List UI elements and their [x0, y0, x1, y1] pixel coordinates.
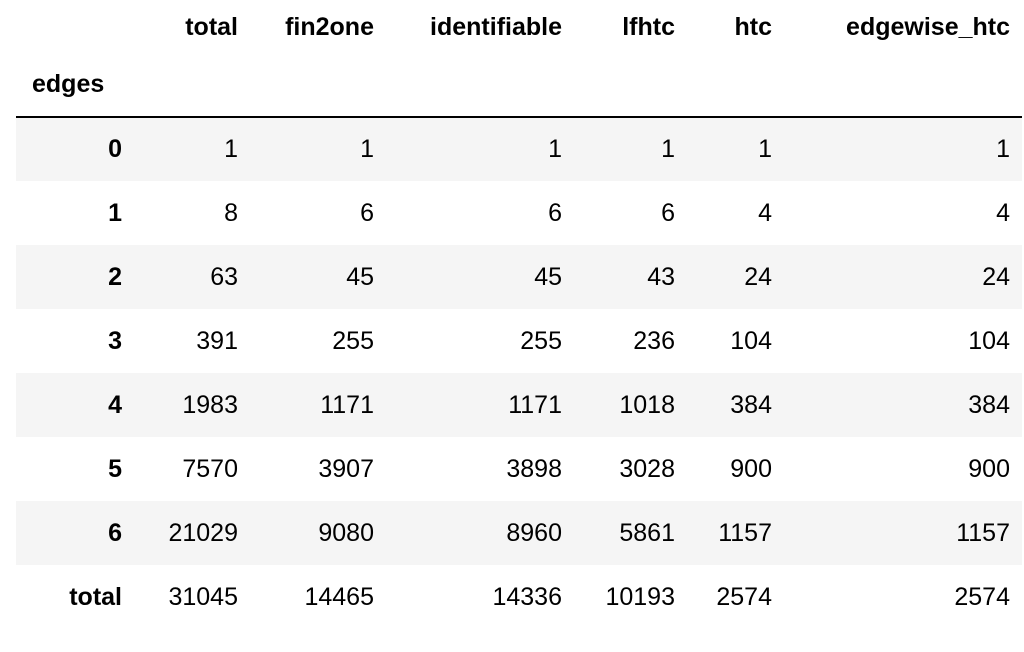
table-cell: 1171: [320, 390, 374, 419]
table-cell: 45: [346, 262, 374, 291]
table-cell: 384: [730, 390, 772, 419]
table-cell: 1: [360, 135, 374, 163]
row-index: 2: [108, 262, 122, 291]
table-cell: 24: [744, 262, 772, 291]
table-cell: 900: [730, 454, 772, 483]
table-cell: 2574: [716, 582, 772, 611]
table-cell: 104: [730, 326, 772, 355]
table-cell: 21029: [168, 518, 238, 547]
table-cell: 6: [548, 198, 562, 227]
column-header: total: [185, 12, 238, 41]
row-index: 1: [108, 198, 122, 227]
data-table: total fin2one identifiable lfhtc htc edg…: [16, 0, 1022, 629]
index-name-label: edges: [16, 52, 134, 118]
table-cell: 43: [647, 262, 675, 291]
table-cell: 1157: [718, 518, 772, 547]
table-cell: 9080: [318, 518, 374, 547]
table-cell: 14465: [304, 582, 374, 611]
table-cell: 391: [196, 326, 238, 355]
table-cell: 384: [968, 390, 1010, 419]
table-cell: 3907: [318, 454, 374, 483]
row-index: 5: [108, 454, 122, 483]
table-cell: 8960: [506, 518, 562, 547]
table-cell: 31045: [168, 582, 238, 611]
table-cell: 6: [360, 198, 374, 227]
table-row: 2 63 45 45 43 24 24: [16, 245, 1022, 309]
table-cell: 63: [210, 262, 238, 291]
table-cell: 10193: [605, 582, 675, 611]
table-cell: 3898: [506, 454, 562, 483]
table-row: 1 8 6 6 6 4 4: [16, 181, 1022, 245]
table-cell: 236: [633, 326, 675, 355]
index-name-row: edges: [16, 52, 1022, 118]
table-row: 6 21029 9080 8960 5861 1157 1157: [16, 501, 1022, 565]
table-cell: 1: [224, 135, 238, 163]
table-cell: 1018: [619, 390, 675, 419]
table-cell: 104: [968, 326, 1010, 355]
column-header-row: total fin2one identifiable lfhtc htc edg…: [16, 0, 1022, 52]
table-cell: 1983: [182, 390, 238, 419]
table-cell: 4: [758, 198, 772, 227]
column-header: identifiable: [430, 12, 562, 41]
table-row: 5 7570 3907 3898 3028 900 900: [16, 437, 1022, 501]
row-index: 3: [108, 326, 122, 355]
table-cell: 1: [758, 135, 772, 163]
table-cell: 8: [224, 198, 238, 227]
table-cell: 14336: [492, 582, 562, 611]
column-header: htc: [734, 12, 773, 41]
row-index: 6: [108, 518, 122, 547]
table-cell: 2574: [954, 582, 1010, 611]
table-cell: 24: [982, 262, 1010, 291]
table-cell: 7570: [182, 454, 238, 483]
column-header: fin2one: [285, 12, 374, 41]
table-cell: 1: [548, 135, 562, 163]
table-cell: 6: [661, 198, 675, 227]
row-index: 4: [108, 390, 122, 419]
row-index: total: [69, 582, 122, 611]
table-cell: 4: [996, 198, 1010, 227]
table-cell: 45: [534, 262, 562, 291]
table-cell: 255: [332, 326, 374, 355]
table-cell: 1171: [508, 390, 562, 419]
table-cell: 1: [661, 135, 675, 163]
table-row-total: total 31045 14465 14336 10193 2574 2574: [16, 565, 1022, 629]
table-cell: 1157: [956, 518, 1010, 547]
table-cell: 255: [520, 326, 562, 355]
table-row: 3 391 255 255 236 104 104: [16, 309, 1022, 373]
row-index: 0: [108, 135, 122, 163]
table-cell: 900: [968, 454, 1010, 483]
header-corner: [16, 0, 134, 52]
column-header: lfhtc: [622, 12, 675, 41]
column-header: edgewise_htc: [846, 12, 1010, 41]
table-cell: 1: [996, 135, 1010, 163]
table-cell: 5861: [619, 518, 675, 547]
table-row: 0 1 1 1 1 1 1: [16, 117, 1022, 181]
table-cell: 3028: [619, 454, 675, 483]
table-row: 4 1983 1171 1171 1018 384 384: [16, 373, 1022, 437]
